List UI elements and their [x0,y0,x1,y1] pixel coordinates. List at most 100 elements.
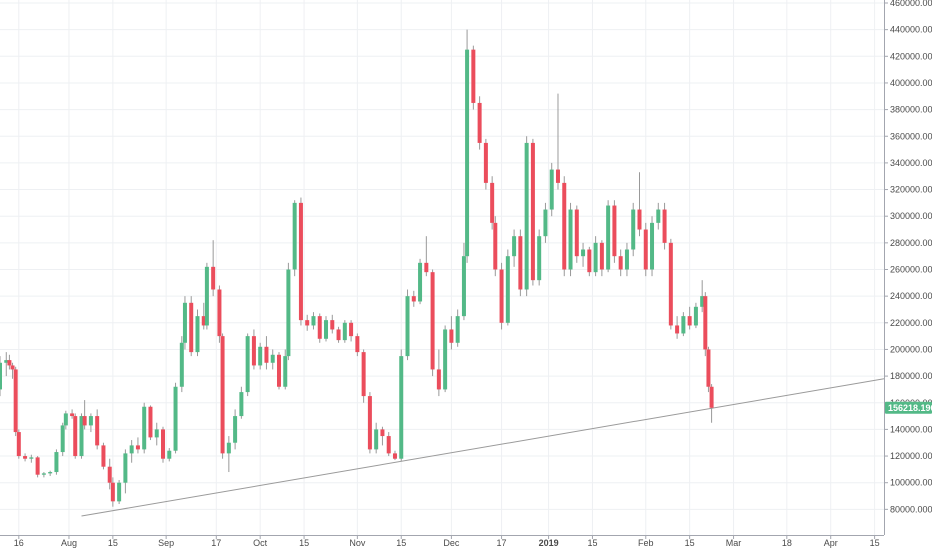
candle-up [593,242,598,273]
candle-up [167,450,172,459]
candle-up [443,329,448,390]
y-tick-label: 340000.0000 [890,158,932,168]
x-tick-label: 17 [497,538,507,548]
candle-up [700,296,705,307]
x-tick-label: Mar [726,538,742,548]
candle-up [374,429,379,450]
x-tick-label: 16 [14,538,24,548]
candle-down [668,242,673,326]
candle-down [703,296,708,350]
candle-up [195,316,200,353]
y-tick-label: 400000.0000 [890,78,932,88]
candle-down [73,416,78,457]
candle-up [606,205,611,270]
y-tick-label: 380000.0000 [890,105,932,115]
candle-up [656,209,661,223]
x-tick-label: 15 [587,538,597,548]
candle-up [543,209,548,237]
candle-down [276,354,281,387]
candle-down [599,242,604,270]
candle-down [637,209,642,230]
candle-down [211,266,216,290]
y-tick-label: 460000.0000 [890,0,932,8]
y-tick-label: 420000.0000 [890,51,932,61]
candle-down [706,349,711,387]
candle-down [35,457,40,475]
candle-down [305,320,310,326]
candle-up [418,262,423,302]
candle-down [107,466,112,483]
y-tick-label: 180000.0000 [890,371,932,381]
candle-down [10,365,15,370]
last-price-tag-bg [885,401,932,414]
candle-down [217,289,222,337]
candle-up [270,354,275,363]
candle-down [483,142,488,183]
y-tick-label: 240000.0000 [890,291,932,301]
support-trendline[interactable] [81,378,885,517]
candle-down [95,416,100,446]
candle-up [286,269,291,357]
candle-up [48,472,53,474]
candle-down [471,49,476,103]
candle-down [499,269,504,323]
candle-down [110,482,115,502]
candle-down [380,429,385,437]
x-tick-label: Dec [443,538,460,548]
x-tick-label: 18 [782,538,792,548]
candle-down [367,396,372,450]
candle-down [449,329,454,343]
candle-up [60,425,65,453]
y-tick-label: 80000.0000 [890,504,932,514]
candle-down [13,369,18,433]
candle-up [226,442,231,454]
candle-down [336,329,341,341]
candle-down [477,102,482,143]
candle-up [0,362,2,390]
candle-down [189,302,194,353]
candle-down [612,205,617,257]
candle-up [204,266,209,326]
x-tick-label: Aug [61,538,77,548]
candle-down [201,316,206,326]
candle-down [687,316,692,326]
candle-down [361,352,366,397]
candle-down [490,182,495,223]
x-tick-label: Oct [253,538,268,548]
candle-down [330,320,335,330]
candle-up [117,482,122,502]
candle-down [518,236,523,290]
y-axis-labels: 80000.0000 100000.0000 120000.0000 140000.0… [890,0,932,514]
chart-grid [0,0,884,535]
candle-up [88,416,93,426]
x-tick-label: Feb [638,538,654,548]
candle-up [631,209,636,250]
candle-down [251,336,256,366]
candle-up [79,416,84,457]
x-tick-label: Nov [349,538,366,548]
candle-up [324,320,329,339]
candle-down [587,249,592,273]
candle-up [233,416,238,443]
candle-up [245,336,250,393]
y-tick-label: 100000.0000 [890,478,932,488]
candle-down [317,316,322,339]
y-tick-label: 440000.0000 [890,25,932,35]
candle-down [82,416,87,426]
candle-down [298,202,303,321]
candle-down [709,386,714,408]
candle-down [562,182,567,270]
chart-axes [0,0,888,539]
last-price-label: 156218.1962 [888,403,932,413]
y-tick-label: 360000.0000 [890,131,932,141]
candle-up [512,236,517,257]
candle-down [493,222,498,270]
candle-down [643,229,648,270]
candle-down [392,453,397,459]
candle-up [342,322,347,341]
candle-up [650,222,655,270]
trendline-layer[interactable] [81,378,885,517]
candle-up [283,356,288,387]
y-tick-label: 200000.0000 [890,344,932,354]
